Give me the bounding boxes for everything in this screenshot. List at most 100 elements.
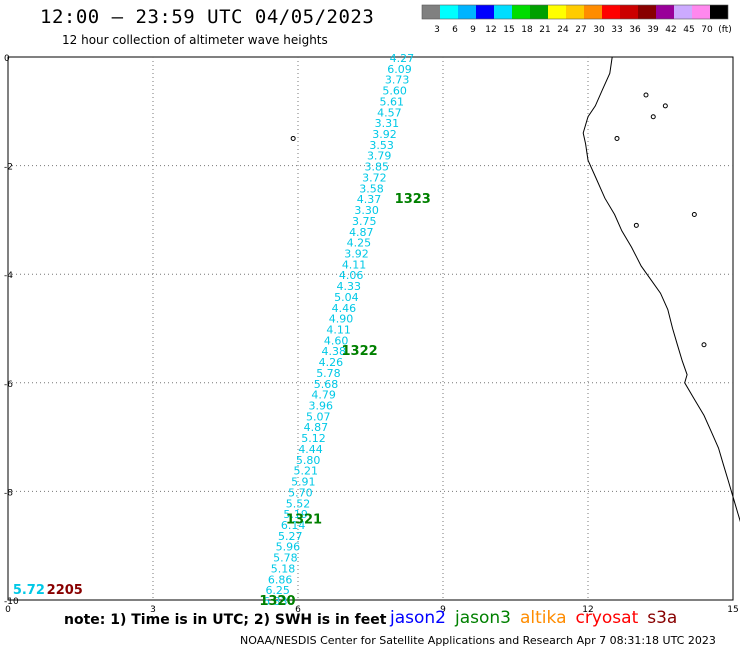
colorbar-label: 30	[593, 25, 605, 35]
y-tick-label: 0	[4, 54, 10, 64]
wave-height-value: 5.78	[316, 367, 341, 380]
pass-label: 1320	[259, 594, 295, 609]
wave-height-value: 6.25	[265, 584, 290, 597]
colorbar-frame	[421, 4, 729, 20]
wave-height-value: 4.87	[349, 226, 374, 239]
wave-height-value: 4.44	[298, 443, 323, 456]
wave-height-value: 5.96	[276, 541, 301, 554]
wave-height-value: 4.25	[347, 237, 372, 250]
wave-height-value: 5.61	[380, 95, 405, 108]
island	[643, 92, 649, 98]
wave-height-value: 4.06	[339, 269, 364, 282]
wave-height-value: 3.72	[362, 171, 387, 184]
x-tick-label: 12	[582, 605, 593, 615]
wave-height-value: 4.11	[326, 324, 351, 337]
wave-height-value: 3.96	[308, 400, 333, 413]
footer-note: note: 1) Time is in UTC; 2) SWH is in fe…	[64, 612, 387, 628]
wave-height-value: 4.60	[324, 334, 349, 347]
wave-height-value: 3.30	[354, 204, 379, 217]
wave-height-value: 6.14	[281, 519, 306, 532]
color-swatch	[458, 5, 476, 19]
wave-height-value: 4.37	[357, 193, 382, 206]
pass-label: 5.72	[13, 583, 45, 598]
island	[633, 222, 639, 228]
satellite-legend: jason2 jason3 altika cryosat s3a	[390, 608, 686, 628]
map-subtitle: 12 hour collection of altimeter wave hei…	[62, 33, 328, 47]
color-swatch	[674, 5, 692, 19]
color-swatch	[548, 5, 566, 19]
color-swatch	[440, 5, 458, 19]
x-tick-label: 0	[5, 605, 11, 615]
colorbar-label: 21	[539, 25, 550, 35]
colorbar-label: 42	[665, 25, 676, 35]
wave-height-value: 5.07	[306, 410, 331, 423]
color-swatch	[530, 5, 548, 19]
coastline	[290, 56, 740, 523]
y-tick-label: -4	[4, 271, 13, 281]
axis-ticks: 0 3 6 9 12 15 0 -2 -4 -6 -8 -10	[4, 54, 739, 615]
island	[662, 103, 668, 109]
colorbar-label: 24	[557, 25, 569, 35]
map-border	[7, 56, 734, 601]
color-swatch	[620, 5, 638, 19]
pass-label: 2205	[47, 583, 83, 598]
color-swatch	[512, 5, 530, 19]
island	[650, 114, 656, 120]
coastline-path	[582, 56, 740, 523]
x-tick-label: 6	[295, 605, 301, 615]
wave-height-value: 4.26	[319, 356, 344, 369]
wave-height-value: 3.92	[344, 247, 369, 260]
colorbar-label: 15	[503, 25, 514, 35]
wave-height-value: 4.90	[329, 313, 354, 326]
island	[614, 135, 620, 141]
colorbar-label: 33	[611, 25, 622, 35]
wave-height-value: 5.19	[283, 508, 308, 521]
x-tick-label: 9	[440, 605, 446, 615]
color-swatch	[494, 5, 512, 19]
satellite-jason3: jason3	[455, 608, 511, 628]
pass-label: 1323	[395, 192, 431, 207]
wave-height-value: 5.52	[286, 497, 311, 510]
colorbar-label: 3	[434, 25, 440, 35]
wave-height-value: 4.11	[342, 258, 367, 271]
color-swatch	[584, 5, 602, 19]
colorbar-label: 39	[647, 25, 659, 35]
color-swatch	[656, 5, 674, 19]
wave-height-value: 5.18	[271, 562, 296, 575]
wave-height-value: 5.80	[296, 454, 321, 467]
colorbar-label: 6	[452, 25, 458, 35]
colorbar-label: 70	[701, 25, 713, 35]
pass-label: 1322	[342, 344, 378, 359]
wave-height-value: 3.75	[352, 215, 377, 228]
satellite-s3a: s3a	[647, 608, 678, 628]
wave-height-value: 3.53	[369, 139, 394, 152]
colorbar-label: 36	[629, 25, 641, 35]
satellite-cryosat: cryosat	[575, 608, 639, 628]
credit-line: NOAA/NESDIS Center for Satellite Applica…	[240, 634, 716, 647]
wave-height-value: 3.85	[365, 161, 390, 174]
colorbar-label: 27	[575, 25, 586, 35]
wave-height-value: 3.73	[385, 74, 410, 87]
x-tick-label: 15	[727, 605, 738, 615]
wave-height-value: 5.21	[293, 465, 318, 478]
wave-height-value: 3.58	[359, 182, 384, 195]
satellite-altika: altika	[520, 608, 567, 628]
island	[290, 135, 296, 141]
wave-height-value: 5.27	[278, 530, 303, 543]
colorbar-label: 45	[683, 25, 694, 35]
colorbar-label: 12	[485, 25, 496, 35]
wave-height-value: 4.46	[332, 302, 357, 315]
wave-height-value: 4.57	[377, 106, 402, 119]
wave-height-value: 5.60	[382, 85, 407, 98]
wave-height-value: 4.79	[311, 389, 336, 402]
color-swatch	[692, 5, 710, 19]
wave-height-value: 4.87	[304, 421, 329, 434]
color-swatch	[710, 5, 728, 19]
color-swatch	[422, 5, 440, 19]
wave-height-value: 3.79	[367, 150, 392, 163]
island	[691, 211, 697, 217]
wave-height-value: 5.04	[334, 291, 359, 304]
wave-height-value: 3.31	[375, 117, 400, 130]
wave-height-value: 5.91	[291, 476, 316, 489]
